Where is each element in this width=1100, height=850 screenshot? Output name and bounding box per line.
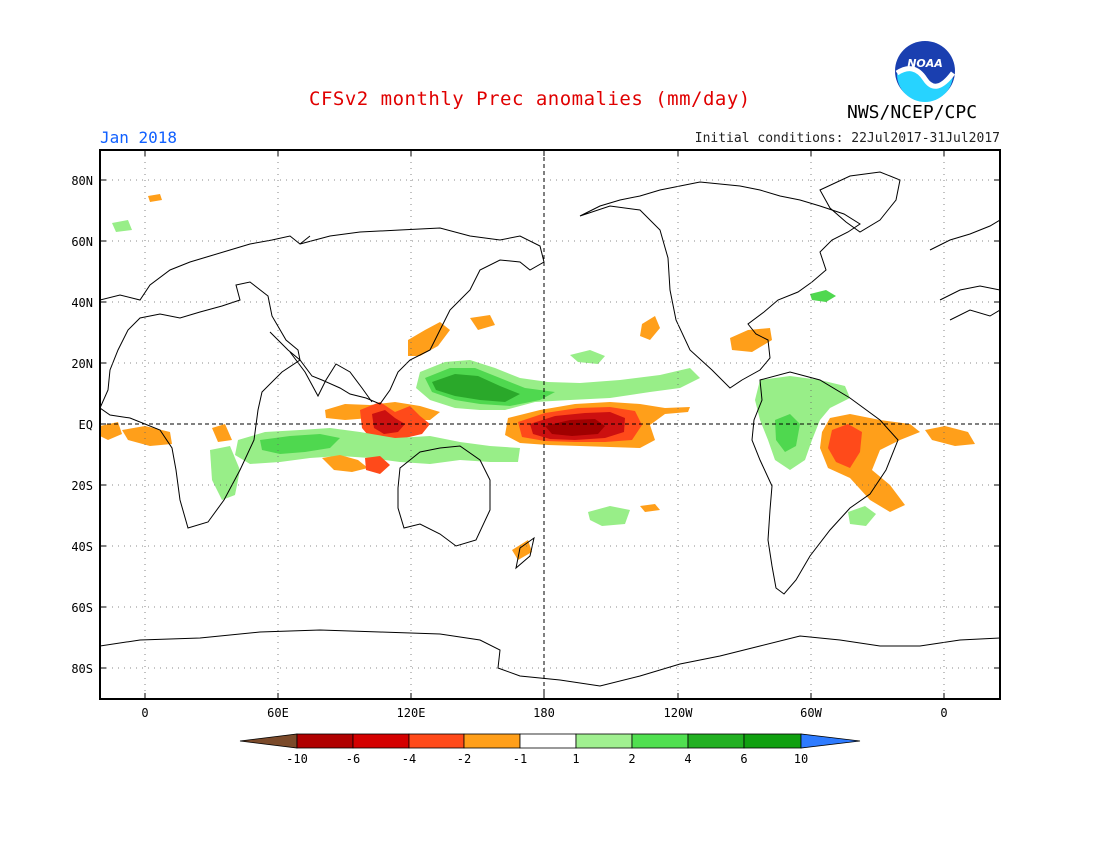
north-pacific-dry-patch [470, 315, 495, 330]
colorbar-label-neg10: -10 [286, 752, 308, 766]
antarctica-coastline [100, 629, 1000, 687]
colorbar-labels: -10 -6 -4 -2 -1 1 2 4 6 10 [286, 752, 808, 766]
lat-label-80s: 80S [71, 662, 93, 676]
lon-label-120e: 120E [397, 706, 426, 720]
south-america-wet [755, 376, 850, 470]
europe-coastline-east [929, 219, 1000, 321]
lon-label-0-east: 0 [940, 706, 947, 720]
colorbar-label-neg1: -1 [513, 752, 527, 766]
lon-label-60e: 60E [267, 706, 289, 720]
tasman-dry [512, 540, 532, 560]
colorbar-bin-7 [631, 733, 689, 749]
central-pacific-dry-extreme [545, 419, 605, 436]
colorbar-bin-2 [352, 733, 410, 749]
lat-label-20s: 20S [71, 479, 93, 493]
colorbar-bin-9 [743, 733, 802, 749]
anomaly-shading [100, 194, 975, 560]
lon-label-120w: 120W [664, 706, 694, 720]
axis-ticks [100, 150, 1000, 699]
lat-label-eq: EQ [79, 418, 93, 432]
north-america-coastline [579, 181, 861, 389]
colorbar-arrow-left [239, 733, 298, 749]
new-zealand-coastline [515, 536, 535, 570]
south-indian-dry-patch [322, 455, 368, 472]
graticule [100, 150, 1000, 699]
colorbar-label-10: 10 [794, 752, 808, 766]
north-atlantic-wet [810, 290, 836, 302]
colorbar-bin-3 [408, 733, 465, 749]
southeast-pacific-wet [588, 506, 630, 526]
lat-label-60n: 60N [71, 235, 93, 249]
longitude-axis: 0 60E 120E 180 120W 60W 0 [141, 706, 947, 720]
south-atlantic-wet [848, 506, 876, 526]
lon-label-0-west: 0 [141, 706, 148, 720]
brazil-dry-core [828, 424, 862, 468]
forecast-month-label: Jan 2018 [100, 128, 178, 147]
colorbar-label-1: 1 [572, 752, 579, 766]
colorbar-label-neg6: -6 [346, 752, 360, 766]
colorbar-bin-1 [296, 733, 354, 749]
south-asia-coastline [289, 351, 373, 403]
equatorial-atlantic-dry [925, 426, 975, 446]
colorbar-bin-5 [519, 733, 577, 749]
noaa-logo-text: NOAA [907, 57, 943, 70]
colorbar-bin-8 [687, 733, 745, 749]
greenland-coastline [819, 171, 901, 233]
coastlines [100, 171, 1000, 687]
australia-coastline [397, 445, 491, 547]
asia-coastline [269, 227, 545, 405]
africa-europe-coastline [100, 235, 311, 529]
south-indian-wet-core [260, 434, 340, 454]
lat-label-20n: 20N [71, 357, 93, 371]
organization-label: NWS/NCEP/CPC [847, 102, 978, 123]
maritime-continent-dry-core [372, 410, 405, 434]
east-africa-wet [210, 446, 240, 500]
gulf-guinea-dry [100, 422, 122, 440]
latitude-axis: 80N 60N 40N 20N EQ 20S 40S 60S 80S [71, 174, 93, 676]
colorbar-arrow-right [800, 733, 861, 749]
lat-label-40s: 40S [71, 540, 93, 554]
brazil-dry-region [820, 414, 920, 512]
south-america-coastline [751, 371, 899, 595]
colorbar-label-4: 4 [684, 752, 691, 766]
east-pacific-dry-patch [640, 316, 660, 340]
map-title: CFSv2 monthly Prec anomalies (mm/day) [309, 88, 751, 110]
lon-label-180: 180 [533, 706, 555, 720]
initial-conditions-label: Initial conditions: 22Jul2017-31Jul2017 [694, 131, 1000, 146]
west-pacific-wet-band-core [432, 374, 520, 402]
noaa-logo-icon: NOAA [895, 41, 956, 102]
arctic-dry-patch [148, 194, 162, 202]
lat-label-60s: 60S [71, 601, 93, 615]
arctic-wet-patch [112, 220, 132, 232]
colorbar-label-neg4: -4 [402, 752, 416, 766]
east-africa-dry [212, 424, 232, 442]
lat-label-40n: 40N [71, 296, 93, 310]
colorbar-label-2: 2 [628, 752, 635, 766]
south-pacific-dry-patch [640, 504, 660, 512]
south-atlantic-dry [122, 426, 172, 446]
colorbar-label-6: 6 [740, 752, 747, 766]
colorbar: -10 -6 -4 -2 -1 1 2 4 6 10 [239, 733, 861, 766]
colorbar-bin-4 [463, 733, 521, 749]
gulf-mexico-dry [730, 328, 772, 352]
lon-label-60w: 60W [800, 706, 822, 720]
colorbar-bin-6 [575, 733, 633, 749]
lat-label-80n: 80N [71, 174, 93, 188]
colorbar-label-neg2: -2 [457, 752, 471, 766]
south-indian-dry-patch-2 [365, 456, 390, 474]
north-pacific-wet-patch [570, 350, 605, 364]
